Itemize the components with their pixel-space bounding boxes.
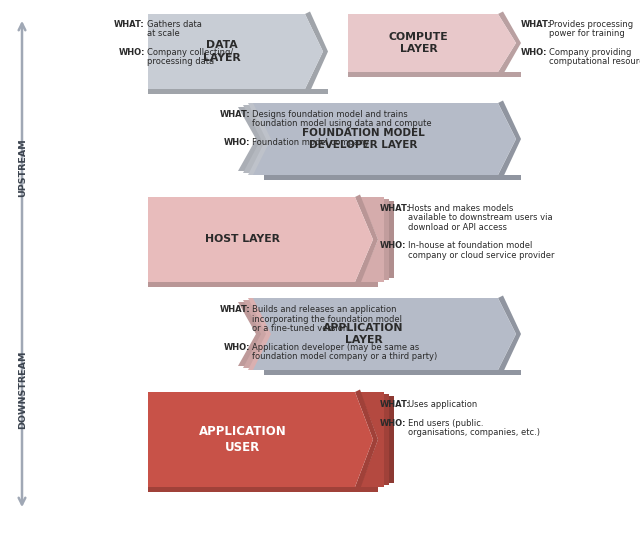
Text: Application developer (may be same as: Application developer (may be same as <box>252 342 419 352</box>
Text: or a fine-tuned version: or a fine-tuned version <box>252 324 348 333</box>
Text: WHAT:: WHAT: <box>220 305 250 314</box>
Text: Foundation model company: Foundation model company <box>252 138 369 147</box>
Text: HOST LAYER: HOST LAYER <box>205 235 280 245</box>
Polygon shape <box>498 295 521 373</box>
Polygon shape <box>264 175 521 180</box>
Polygon shape <box>148 392 373 487</box>
Polygon shape <box>248 298 272 370</box>
Polygon shape <box>348 72 521 77</box>
Text: power for training: power for training <box>549 30 625 38</box>
Text: Gathers data: Gathers data <box>147 20 202 29</box>
Polygon shape <box>498 11 521 74</box>
Polygon shape <box>253 103 516 175</box>
Text: End users (public.: End users (public. <box>408 418 483 428</box>
Text: processing data: processing data <box>147 57 214 67</box>
Polygon shape <box>348 14 516 72</box>
Polygon shape <box>365 394 389 485</box>
Text: at scale: at scale <box>147 30 180 38</box>
Text: Company providing: Company providing <box>549 48 632 57</box>
Polygon shape <box>355 195 378 284</box>
Text: Builds and releases an application: Builds and releases an application <box>252 305 397 314</box>
Text: foundation model company or a third party): foundation model company or a third part… <box>252 352 437 361</box>
Text: WHAT:: WHAT: <box>521 20 552 29</box>
Polygon shape <box>355 389 378 490</box>
Text: COMPUTE
LAYER: COMPUTE LAYER <box>388 32 449 54</box>
Text: download or API access: download or API access <box>408 223 507 232</box>
Text: Hosts and makes models: Hosts and makes models <box>408 204 513 213</box>
Polygon shape <box>238 302 262 366</box>
Polygon shape <box>148 197 373 282</box>
Text: Designs foundation model and trains: Designs foundation model and trains <box>252 110 408 119</box>
Text: WHO:: WHO: <box>223 342 250 352</box>
Text: WHO:: WHO: <box>380 418 406 428</box>
Text: In-house at foundation model: In-house at foundation model <box>408 241 532 251</box>
Polygon shape <box>305 11 328 91</box>
Text: Company collecting/: Company collecting/ <box>147 48 233 57</box>
Polygon shape <box>148 282 378 287</box>
Polygon shape <box>360 197 384 282</box>
Text: foundation model using data and compute: foundation model using data and compute <box>252 119 431 129</box>
Text: WHO:: WHO: <box>118 48 145 57</box>
Polygon shape <box>498 101 521 177</box>
Polygon shape <box>243 105 267 173</box>
Text: company or cloud service provider: company or cloud service provider <box>408 251 554 260</box>
Polygon shape <box>148 487 378 492</box>
Polygon shape <box>370 201 394 278</box>
Text: FOUNDATION MODEL
DEVELOPER LAYER: FOUNDATION MODEL DEVELOPER LAYER <box>302 128 425 150</box>
Text: WHAT:: WHAT: <box>380 400 411 409</box>
Text: organisations, companies, etc.): organisations, companies, etc.) <box>408 428 540 437</box>
Text: Uses application: Uses application <box>408 400 477 409</box>
Text: WHO:: WHO: <box>521 48 547 57</box>
Text: WHO:: WHO: <box>380 241 406 251</box>
Text: DOWNSTREAM: DOWNSTREAM <box>19 351 28 429</box>
Polygon shape <box>264 370 521 375</box>
Text: APPLICATION
USER: APPLICATION USER <box>198 425 286 454</box>
Text: APPLICATION
LAYER: APPLICATION LAYER <box>323 323 404 345</box>
Polygon shape <box>243 300 267 368</box>
Text: Provides processing: Provides processing <box>549 20 633 29</box>
Polygon shape <box>370 396 394 483</box>
Text: DATA
LAYER: DATA LAYER <box>203 40 241 63</box>
Text: WHAT:: WHAT: <box>220 110 250 119</box>
Text: incorporating the foundation model: incorporating the foundation model <box>252 315 402 323</box>
Text: computational resources: computational resources <box>549 57 640 67</box>
Polygon shape <box>360 392 384 487</box>
Text: available to downstream users via: available to downstream users via <box>408 213 552 223</box>
Polygon shape <box>253 298 516 370</box>
Polygon shape <box>148 14 323 89</box>
Polygon shape <box>365 199 389 280</box>
Text: WHAT:: WHAT: <box>380 204 411 213</box>
Text: UPSTREAM: UPSTREAM <box>19 138 28 197</box>
Text: WHO:: WHO: <box>223 138 250 147</box>
Text: WHAT:: WHAT: <box>115 20 145 29</box>
Polygon shape <box>238 107 262 171</box>
Polygon shape <box>148 89 328 94</box>
Polygon shape <box>248 103 272 175</box>
